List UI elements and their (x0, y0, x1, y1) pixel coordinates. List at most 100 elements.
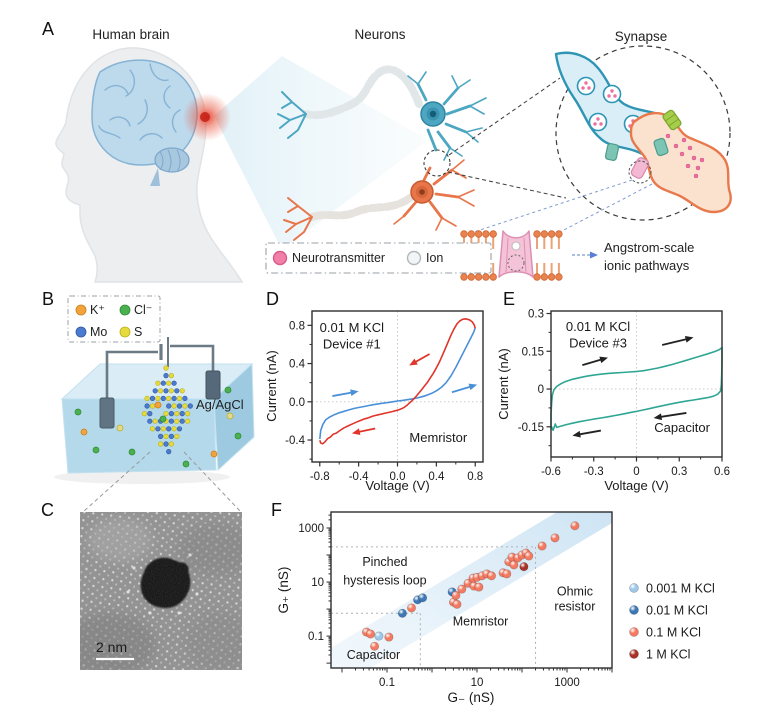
legend-ion-label: Ion (426, 251, 443, 265)
x-axis-label: Voltage (V) (365, 478, 429, 493)
panel-label-b: B (42, 289, 54, 309)
x-tick-label: 0.0 (390, 471, 406, 483)
data-point (486, 571, 497, 581)
data-point (365, 629, 376, 639)
data-point (524, 551, 534, 561)
chart-capacitor-iv: -0.6 -0.3 0 0.3 0.6 0.3 0.15 0 -0.15 Voltage (V) C… (496, 309, 730, 493)
data-point (474, 582, 484, 592)
arrow-icon (684, 335, 694, 343)
y-tick-label: 0.1 (308, 631, 324, 643)
receptor-teal-2 (653, 137, 669, 157)
scatter-legend: 0.001 M KCl 0.01 M KCl 0.1 M KCl 1 M KCl (629, 582, 715, 662)
legend-mo-label: Mo (90, 325, 107, 339)
receptor-teal-1 (604, 142, 620, 162)
x-tick-label: 0 (633, 466, 639, 478)
x-axis-label: G₋ (nS) (448, 690, 495, 705)
y-tick-label: -0.4 (285, 435, 305, 447)
y-tick-label: 0.0 (289, 397, 305, 409)
x-axis: -0.8 -0.4 0.0 0.4 0.8 (310, 462, 483, 483)
arrow-icon (572, 430, 581, 438)
x-axis: -0.6 -0.3 0 0.3 0.6 (541, 457, 730, 478)
arrow-icon (599, 356, 608, 364)
data-point (502, 569, 512, 579)
chart-annotation: Capacitor (347, 648, 401, 662)
human-brain-illustration (55, 47, 244, 283)
x-tick-label: 0.8 (467, 471, 483, 483)
series-0-001-m-kcl (374, 631, 384, 641)
x-axis-label: Voltage (V) (604, 478, 668, 493)
legend-cl-label: Cl⁻ (134, 303, 152, 317)
arrow-icon (653, 413, 663, 421)
y-tick-label: 0.15 (522, 346, 544, 358)
panel-b: B K⁺ Cl⁻ Mo S (42, 289, 255, 512)
ion-icon (406, 250, 422, 266)
data-point (570, 521, 580, 531)
panel-a: A Human brain Neurons Synapse (42, 19, 732, 283)
x-tick-label: 0.4 (428, 471, 445, 483)
synapse-illustration (473, 45, 732, 233)
pathway-note-line2: ionic pathways (604, 258, 690, 273)
panel-a-title-synapse: Synapse (615, 29, 668, 44)
chart-conductance-scatter: 0.1 10 1000 0.1 10 1000 G₋ (nS) G₊ (nS) Pinched h… (276, 511, 715, 705)
scale-bar-label: 2 nm (96, 639, 127, 655)
legend-label: 0.1 M KCl (646, 626, 701, 640)
arrow-icon (468, 383, 478, 391)
chart-annotation: Ohmic (557, 584, 593, 598)
data-point (370, 641, 380, 651)
legend-s-label: S (134, 325, 142, 339)
neurotransmitter-icon (272, 250, 288, 266)
electrode-left (99, 397, 115, 429)
arrow-icon (350, 389, 359, 397)
x-tick-label: -0.4 (349, 471, 369, 483)
y-axis-label: Current (nA) (496, 348, 511, 420)
data-point (384, 632, 394, 642)
arrow-icon (409, 358, 418, 366)
chart-annotation: 0.01 M KCl (566, 319, 630, 334)
tem-image: 2 nm (80, 512, 242, 670)
arrow-icon (351, 428, 361, 436)
chart-annotation: Capacitor (654, 420, 710, 435)
legend-label: 1 M KCl (646, 648, 690, 662)
y-tick-label: 0.4 (289, 359, 306, 371)
chart-annotation: Device #3 (569, 336, 627, 351)
panel-a-title-brain: Human brain (92, 27, 169, 42)
arrow-icon (590, 251, 598, 259)
x-tick-label: -0.3 (584, 466, 604, 478)
x-tick-label: 0.6 (714, 466, 730, 478)
electrode-right (205, 370, 221, 400)
data-point (374, 631, 384, 641)
y-axis: 0.3 0.15 0 -0.15 (518, 309, 551, 447)
data-point (418, 593, 428, 603)
data-point (550, 533, 560, 543)
y-tick-label: 1000 (298, 523, 324, 535)
legend-swatch (629, 583, 639, 593)
data-point (457, 584, 467, 594)
panel-label-e: E (503, 289, 515, 309)
panel-label-c: C (41, 500, 54, 520)
y-tick-label: -0.15 (518, 422, 544, 434)
legend-swatch (629, 605, 639, 615)
data-point (509, 560, 519, 570)
y-tick-label: 10 (311, 577, 324, 589)
x-tick-label: 1000 (554, 677, 580, 689)
legend-k-label: K⁺ (90, 303, 105, 317)
panel-label-d: D (266, 289, 279, 309)
y-tick-label: 0 (538, 384, 544, 396)
k-ion-icon (75, 304, 87, 316)
legend-neurotransmitter-label: Neurotransmitter (292, 251, 385, 265)
pathway-note-line1: Angstrom-scale (604, 240, 694, 255)
legend-label: 0.001 M KCl (646, 582, 715, 596)
device-illustration: Ag/AgCl (54, 337, 255, 512)
electrode-label: Ag/AgCl (196, 397, 244, 412)
chart-annotation: Pinched (362, 555, 407, 569)
membrane-inset: Angstrom-scale ionic pathways (460, 230, 694, 281)
x-axis: 0.1 10 1000 (341, 668, 613, 689)
y-axis-label: Current (nA) (264, 350, 279, 422)
chart-annotation: Memristor (453, 614, 509, 628)
legend-swatch (629, 649, 639, 659)
panel-label-a: A (42, 19, 54, 39)
series-0-1-m-kcl (361, 521, 580, 651)
